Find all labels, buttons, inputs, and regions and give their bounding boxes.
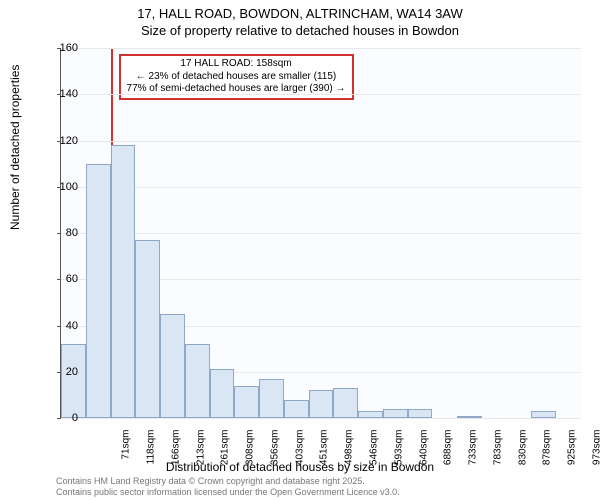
ytick-label: 40 — [48, 320, 78, 332]
xtick-label: 356sqm — [269, 430, 280, 480]
histogram-bar — [457, 416, 482, 418]
xtick-label: 925sqm — [567, 430, 578, 480]
histogram-bar — [185, 344, 210, 418]
histogram-bar — [284, 400, 309, 419]
plot-area: 17 HALL ROAD: 158sqm ← 23% of detached h… — [60, 48, 581, 419]
xtick-label: 308sqm — [245, 430, 256, 480]
xtick-label: 546sqm — [369, 430, 380, 480]
histogram-bar — [61, 344, 86, 418]
xtick-label: 783sqm — [492, 430, 503, 480]
gridline — [61, 141, 581, 142]
histogram-bar — [86, 164, 111, 418]
gridline — [61, 48, 581, 49]
xtick-label: 403sqm — [294, 430, 305, 480]
ytick-label: 60 — [48, 273, 78, 285]
xtick-label: 451sqm — [319, 430, 330, 480]
annotation-box: 17 HALL ROAD: 158sqm ← 23% of detached h… — [119, 54, 354, 100]
ytick-label: 80 — [48, 227, 78, 239]
xtick-label: 830sqm — [517, 430, 528, 480]
histogram-bar — [309, 390, 334, 418]
annotation-line-2: ← 23% of detached houses are smaller (11… — [127, 71, 346, 84]
xtick-label: 688sqm — [443, 430, 454, 480]
xtick-label: 166sqm — [170, 430, 181, 480]
histogram-bar — [358, 411, 383, 418]
histogram-bar — [210, 369, 235, 418]
histogram-bar — [160, 314, 185, 418]
xtick-label: 733sqm — [468, 430, 479, 480]
title-line-2: Size of property relative to detached ho… — [0, 23, 600, 40]
ytick-label: 120 — [48, 135, 78, 147]
histogram-bar — [135, 240, 160, 418]
xtick-label: 973sqm — [591, 430, 600, 480]
chart-container: 17, HALL ROAD, BOWDON, ALTRINCHAM, WA14 … — [0, 0, 600, 500]
xtick-label: 118sqm — [146, 430, 157, 480]
gridline — [61, 418, 581, 419]
annotation-line-1: 17 HALL ROAD: 158sqm — [127, 58, 346, 71]
ytick-label: 160 — [48, 42, 78, 54]
xtick-label: 640sqm — [418, 430, 429, 480]
ytick-label: 0 — [48, 412, 78, 424]
footnote: Contains HM Land Registry data © Crown c… — [56, 476, 400, 498]
gridline — [61, 187, 581, 188]
xtick-label: 71sqm — [121, 430, 132, 480]
xtick-label: 878sqm — [542, 430, 553, 480]
histogram-bar — [234, 386, 259, 418]
gridline — [61, 94, 581, 95]
ytick-label: 100 — [48, 181, 78, 193]
histogram-bar — [259, 379, 284, 418]
histogram-bar — [111, 145, 136, 418]
title-line-1: 17, HALL ROAD, BOWDON, ALTRINCHAM, WA14 … — [0, 6, 600, 23]
chart-title: 17, HALL ROAD, BOWDON, ALTRINCHAM, WA14 … — [0, 0, 600, 40]
ytick-label: 20 — [48, 366, 78, 378]
histogram-bar — [408, 409, 433, 418]
xtick-label: 213sqm — [195, 430, 206, 480]
xtick-label: 498sqm — [344, 430, 355, 480]
gridline — [61, 233, 581, 234]
xtick-label: 261sqm — [220, 430, 231, 480]
histogram-bar — [333, 388, 358, 418]
histogram-bar — [531, 411, 556, 418]
ytick-label: 140 — [48, 88, 78, 100]
footnote-line-2: Contains public sector information licen… — [56, 487, 400, 498]
histogram-bar — [383, 409, 408, 418]
xtick-label: 593sqm — [393, 430, 404, 480]
y-axis-label: Number of detached properties — [8, 65, 22, 230]
